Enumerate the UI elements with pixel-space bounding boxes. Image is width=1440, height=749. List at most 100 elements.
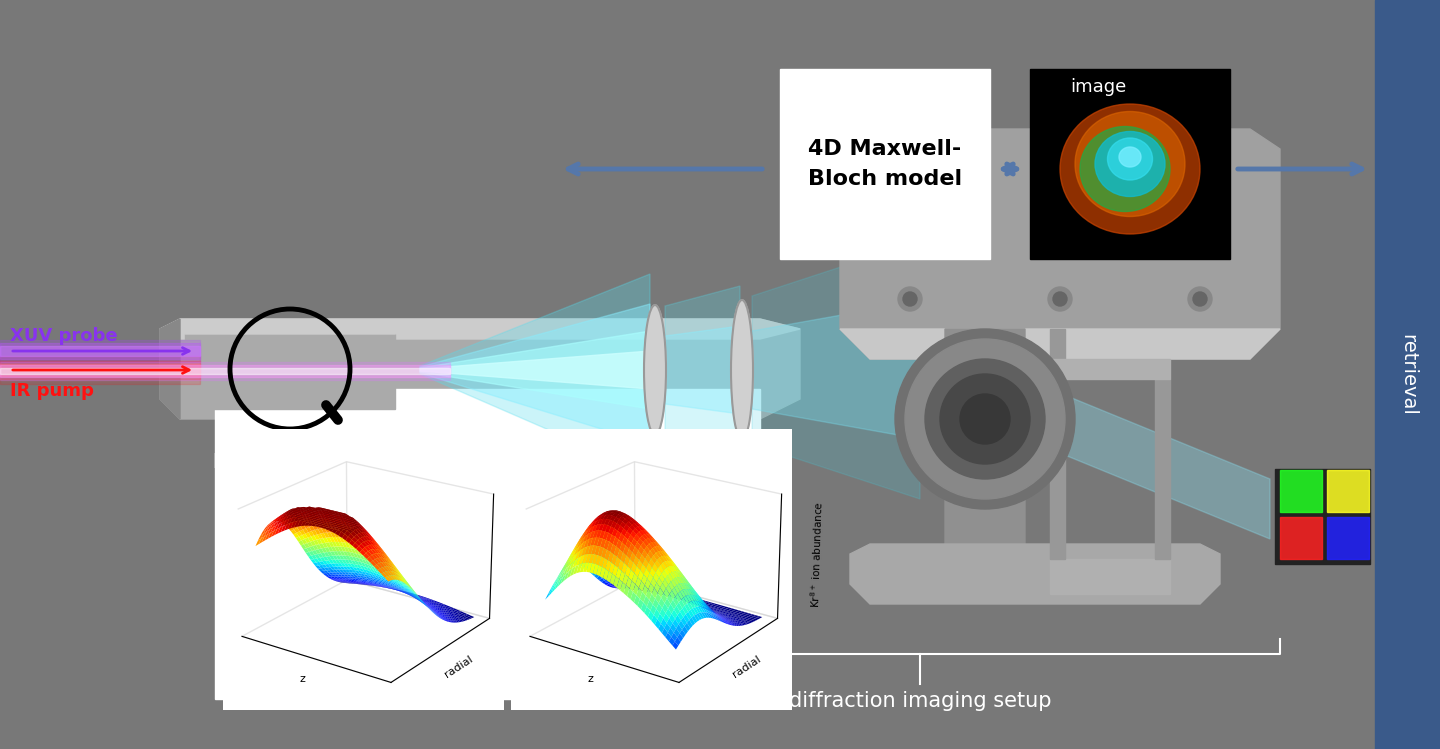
Bar [0,192,1375,204]
Bar [0,144,1375,156]
Y-axis label: radial: radial [730,654,763,679]
Bar [0,84,1375,96]
Bar [0,252,1375,264]
Polygon shape [945,329,1025,594]
Ellipse shape [1107,138,1152,180]
Bar [0,120,1375,132]
Polygon shape [840,129,1280,359]
Polygon shape [840,329,1280,359]
Circle shape [940,374,1030,464]
Ellipse shape [1060,104,1200,234]
Polygon shape [850,544,1220,604]
Bar [0,348,1375,360]
X-axis label: z: z [588,674,593,684]
Bar [0,396,1375,408]
Bar [0,468,1375,480]
Bar [0,324,1375,336]
Bar [1050,329,1066,559]
Bar [0,346,200,356]
Bar [1030,69,1230,259]
Polygon shape [160,319,180,419]
Circle shape [960,394,1009,444]
Ellipse shape [644,305,665,435]
Bar [0,456,1375,468]
Bar [0,362,449,380]
Circle shape [896,329,1076,509]
Circle shape [1053,162,1067,176]
X-axis label: z: z [300,674,305,684]
Polygon shape [1050,389,1270,539]
Ellipse shape [1119,147,1140,167]
Bar [0,408,1375,420]
Circle shape [899,287,922,311]
Circle shape [903,292,917,306]
Bar [0,356,200,384]
Circle shape [904,339,1066,499]
Bar [1328,470,1369,512]
Circle shape [1048,287,1071,311]
Bar [0,361,200,379]
Polygon shape [752,301,920,439]
Polygon shape [420,331,649,409]
Bar [0,365,449,377]
Ellipse shape [732,300,753,440]
Ellipse shape [1080,127,1169,211]
Bar [0,420,1375,432]
Polygon shape [752,241,920,499]
Bar [0,0,1375,12]
Bar [0,336,1375,348]
Bar [0,368,449,374]
Bar [184,334,395,409]
Bar [0,240,1375,252]
Circle shape [1048,157,1071,181]
Circle shape [1053,292,1067,306]
Bar [215,389,760,699]
Text: retrieval: retrieval [1398,334,1417,416]
Bar [0,432,1375,444]
Text: XUV probe: XUV probe [10,327,118,345]
Polygon shape [420,351,649,389]
Bar [0,216,1375,228]
Bar [0,343,200,359]
Polygon shape [420,304,649,444]
Polygon shape [665,326,740,414]
Circle shape [903,162,917,176]
Bar [0,36,1375,48]
Polygon shape [160,319,801,419]
Text: image: image [1070,78,1126,96]
Bar [0,24,1375,36]
Circle shape [1188,287,1212,311]
Bar [1274,469,1369,564]
Polygon shape [420,274,649,474]
Bar [0,340,200,362]
Text: 4D Maxwell-
Bloch model: 4D Maxwell- Bloch model [808,139,962,189]
Bar [0,12,1375,24]
Bar [1050,359,1169,379]
Text: plasma channel: plasma channel [213,449,367,469]
Ellipse shape [1076,112,1185,216]
Bar [0,364,200,376]
Text: diffraction imaging setup: diffraction imaging setup [789,691,1051,711]
Bar [0,108,1375,120]
Bar [0,312,1375,324]
Bar [0,204,1375,216]
Bar [0,264,1375,276]
Circle shape [899,157,922,181]
Circle shape [924,359,1045,479]
Bar [0,72,1375,84]
Bar [0,168,1375,180]
Bar [0,228,1375,240]
Bar [0,288,1375,300]
Bar [0,300,1375,312]
Polygon shape [665,286,740,454]
Bar [0,156,1375,168]
Bar [0,48,1375,60]
Bar [780,69,991,259]
Polygon shape [184,324,415,334]
Bar [1050,559,1169,594]
Bar [0,384,1375,396]
Bar [0,372,1375,384]
Bar [1155,379,1169,559]
Bar [1280,517,1322,559]
Bar [0,444,1375,456]
